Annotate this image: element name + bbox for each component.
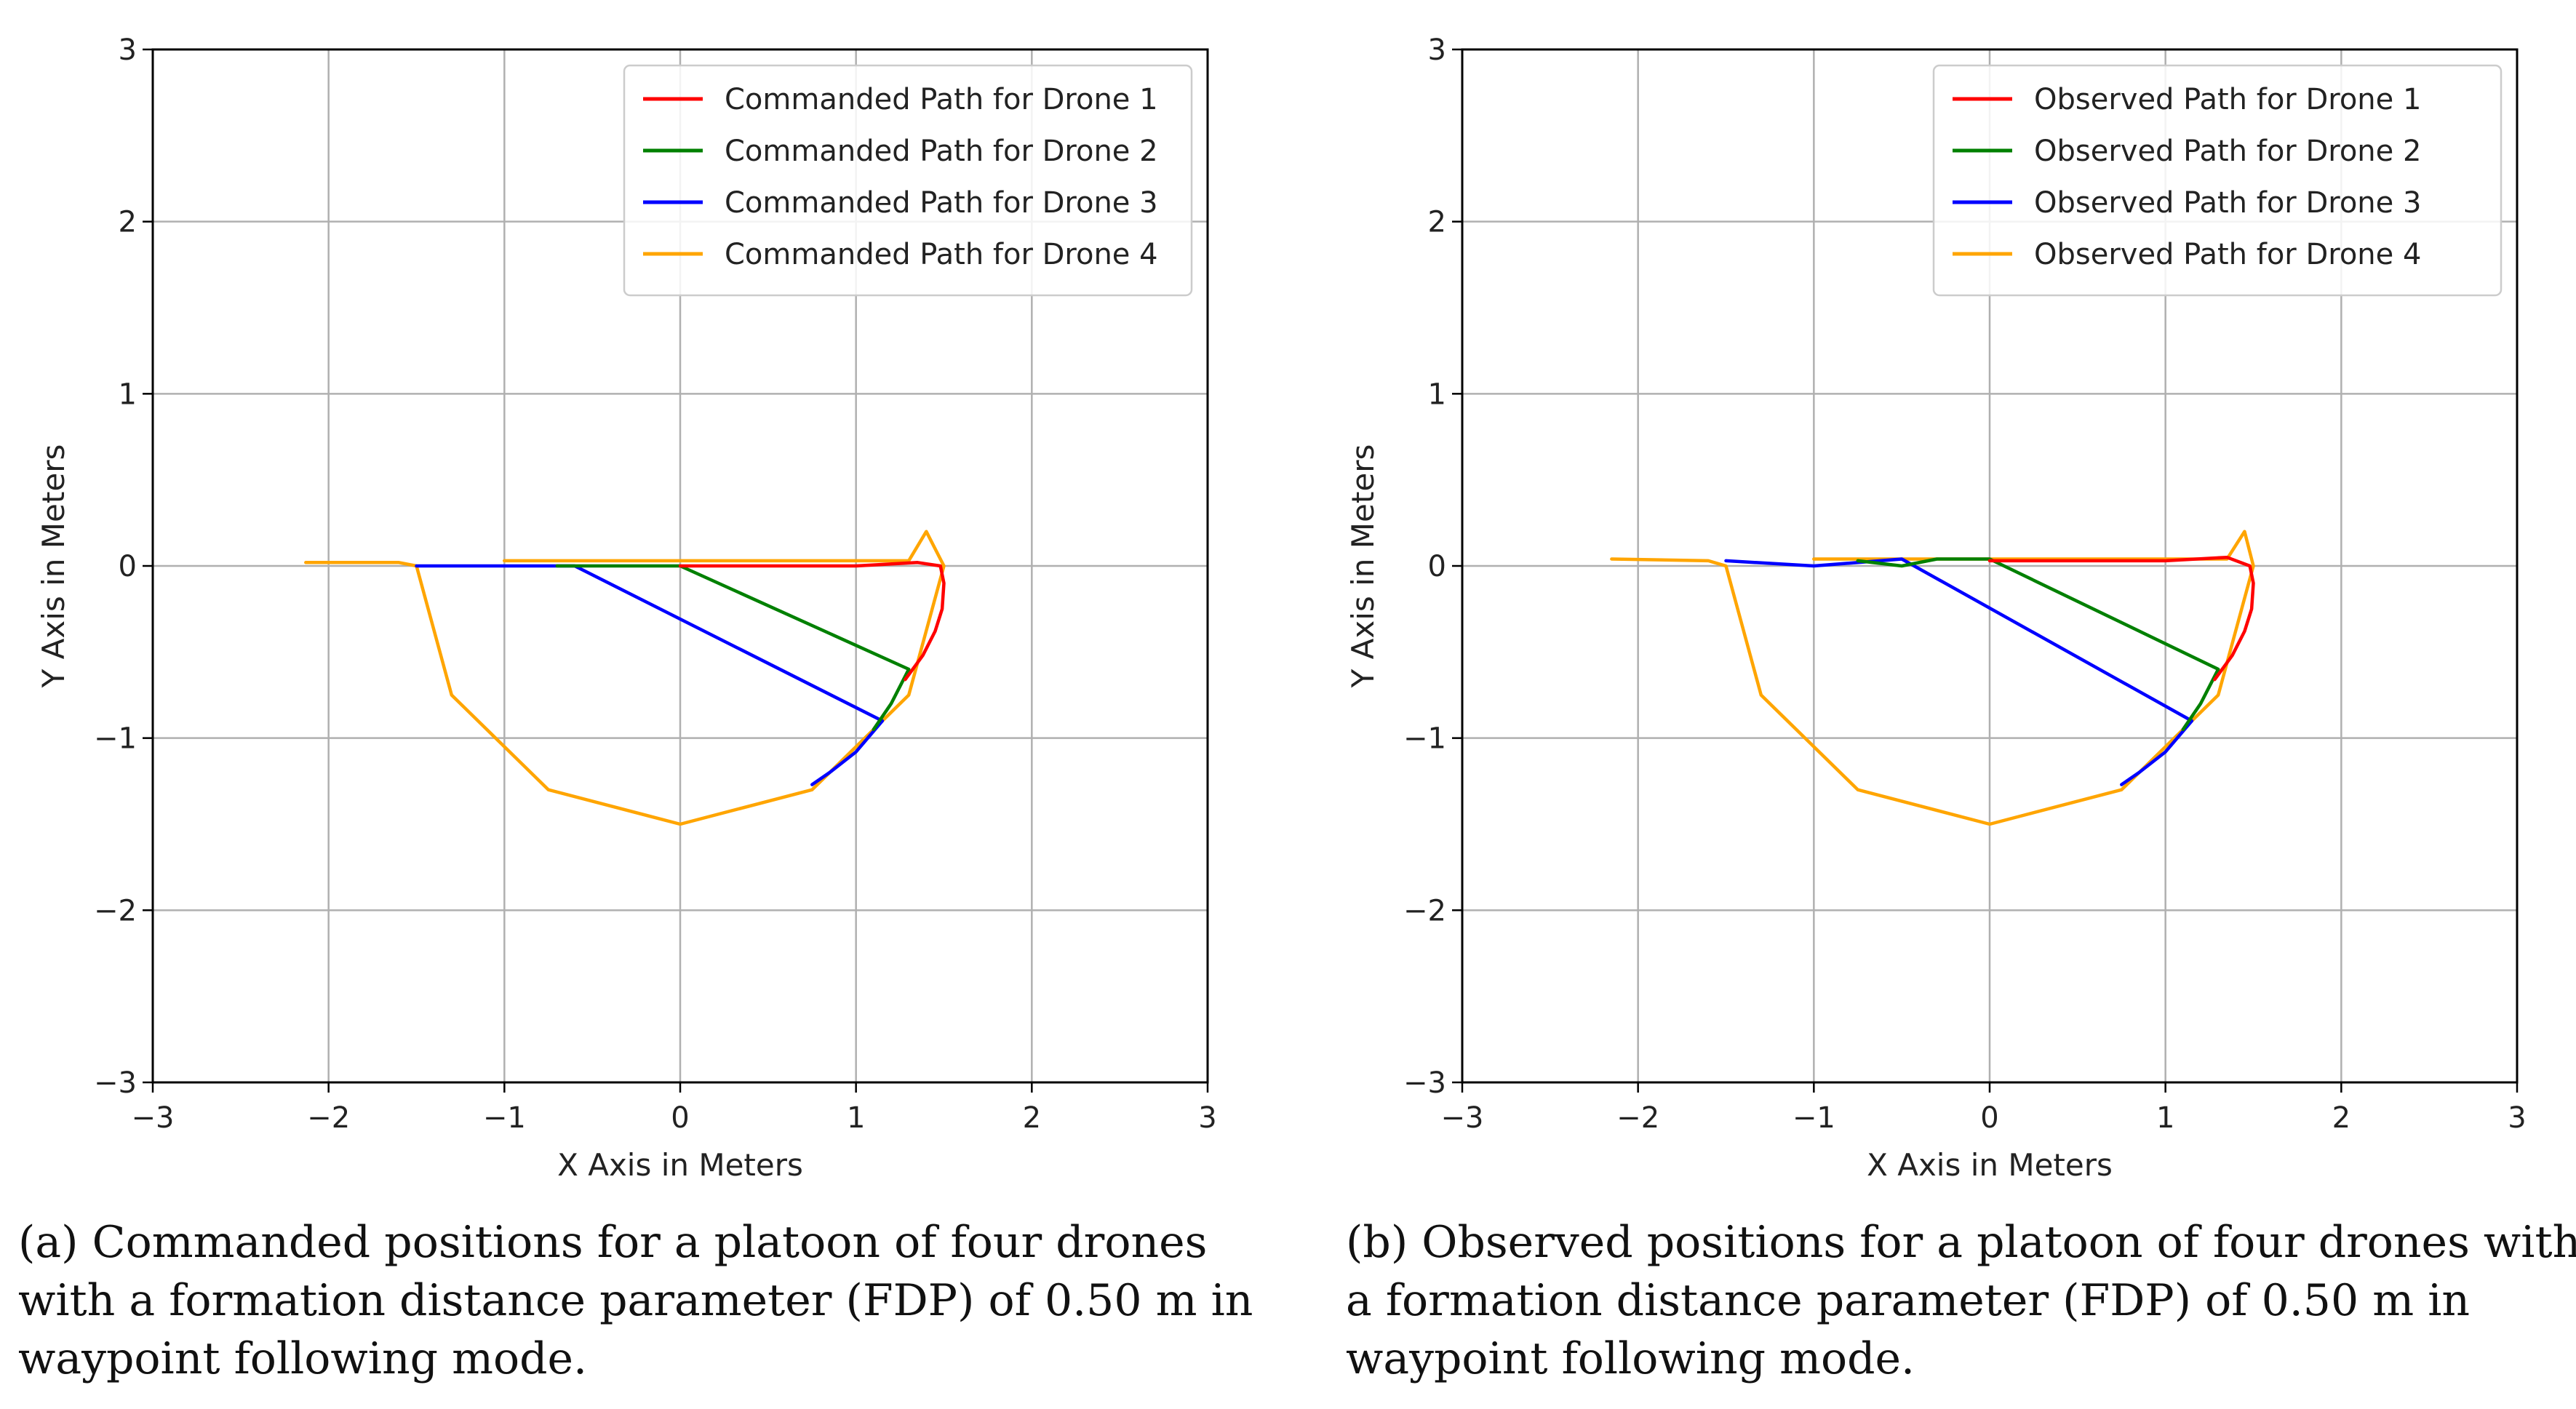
x-tick-label: −2: [1616, 1101, 1659, 1135]
series-line-commanded-path-for-drone-2: [555, 564, 911, 732]
x-tick-label: −3: [1441, 1101, 1484, 1135]
x-tick-label: 2: [1023, 1101, 1041, 1135]
legend: Commanded Path for Drone 1 Commanded Path…: [623, 64, 1193, 297]
y-tick-label: 3: [119, 33, 137, 67]
y-axis-label: Y Axis in Meters: [1345, 444, 1381, 689]
legend-entry: Observed Path for Drone 4: [2034, 238, 2421, 271]
x-tick-label: 1: [847, 1101, 865, 1135]
y-tick-label: 1: [119, 378, 137, 411]
caption-a: (a) Commanded positions for a platoon of…: [18, 1217, 1253, 1384]
legend-entry: Commanded Path for Drone 3: [725, 186, 1158, 220]
x-tick-label: 2: [2332, 1101, 2350, 1135]
legend-box: [623, 64, 1193, 297]
series-line-commanded-path-for-drone-4: [304, 530, 946, 826]
x-tick-label: 3: [2508, 1101, 2526, 1135]
x-tick-label: −1: [483, 1101, 526, 1135]
chart-panel-a: −3 −2 −1 0 1 2 3 −3 −2 −1 0 1 2 3 X Axis in Meters Y Ax…: [36, 33, 1217, 1183]
plot-frame: [1461, 48, 2519, 1084]
series-line-observed-path-for-drone-3: [1724, 557, 2194, 786]
y-tick-label: −3: [1403, 1066, 1446, 1100]
y-tick-label: 0: [119, 550, 137, 583]
y-tick-label: −1: [1403, 722, 1446, 756]
y-tick-label: 1: [1428, 378, 1446, 411]
x-tick-label: 3: [1198, 1101, 1216, 1135]
series-line-commanded-path-for-drone-3: [415, 564, 885, 786]
y-tick-label: −2: [1403, 894, 1446, 927]
legend-entry: Commanded Path for Drone 4: [725, 238, 1158, 271]
y-tick-label: 3: [1428, 33, 1446, 67]
legend-entry: Commanded Path for Drone 2: [725, 135, 1158, 168]
legend: Observed Path for Drone 1 Observed Path f…: [1932, 64, 2503, 297]
x-tick-label: −2: [307, 1101, 350, 1135]
legend-box: [1932, 64, 2503, 297]
caption-b: (b) Observed positions for a platoon of …: [1346, 1217, 2576, 1384]
y-tick-label: 2: [119, 206, 137, 239]
legend-entry: Observed Path for Drone 1: [2034, 83, 2421, 116]
series-line-commanded-path-for-drone-1: [678, 561, 946, 682]
legend-entry: Commanded Path for Drone 1: [725, 83, 1158, 116]
y-tick-label: 0: [1428, 550, 1446, 583]
x-tick-label: −1: [1793, 1101, 1835, 1135]
plot-frame: [151, 48, 1209, 1084]
x-tick-label: −3: [132, 1101, 175, 1135]
y-tick-label: 2: [1428, 206, 1446, 239]
y-tick-label: −2: [94, 894, 137, 927]
x-axis-label: X Axis in Meters: [1867, 1147, 2113, 1183]
x-tick-label: 1: [2156, 1101, 2174, 1135]
legend-entry: Observed Path for Drone 3: [2034, 186, 2421, 220]
x-tick-label: 0: [1980, 1101, 1998, 1135]
y-axis-label: Y Axis in Meters: [36, 444, 71, 689]
x-axis-label: X Axis in Meters: [557, 1147, 803, 1183]
x-tick-label: 0: [671, 1101, 689, 1135]
legend-entry: Observed Path for Drone 2: [2034, 135, 2421, 168]
chart-panel-b: −3 −2 −1 0 1 2 3 −3 −2 −1 0 1 2 3 X Axis in Meters Y Ax…: [1345, 33, 2527, 1183]
series-line-observed-path-for-drone-1: [1987, 555, 2255, 682]
y-tick-label: −3: [94, 1066, 137, 1100]
series-line-observed-path-for-drone-2: [1856, 557, 2220, 732]
y-tick-label: −1: [94, 722, 137, 756]
